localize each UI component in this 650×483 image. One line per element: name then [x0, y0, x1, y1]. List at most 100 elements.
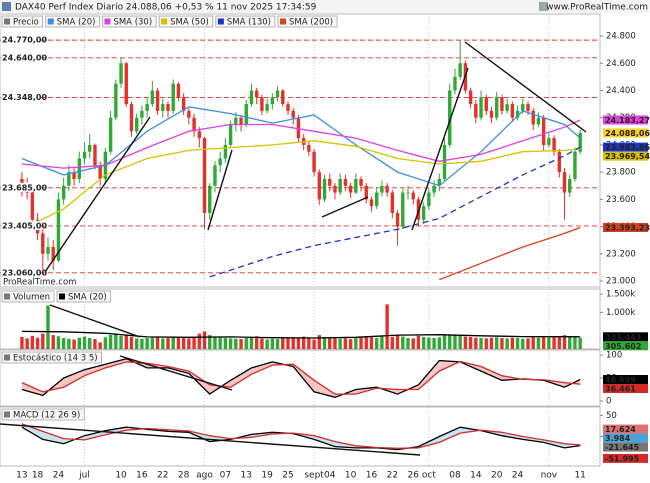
volume-bar: [108, 335, 113, 349]
legend-label: SMA (50): [170, 18, 209, 28]
volume-bar: [187, 338, 191, 349]
legend-label: SMA (30): [113, 18, 152, 28]
level-label: 23.060,00: [2, 268, 47, 277]
candle-body: [468, 90, 473, 105]
volume-bar: [448, 334, 452, 349]
volume-bar: [411, 338, 415, 349]
legend-label: SMA (20): [57, 18, 96, 28]
volume-bar: [223, 338, 228, 349]
candle-body: [150, 90, 155, 105]
y-tick-label: 23.800: [606, 168, 636, 178]
volume-bar: [192, 336, 196, 349]
candle-body: [390, 192, 395, 213]
candle-body: [56, 199, 61, 261]
x-tick-label: jul: [78, 471, 90, 481]
candle-body: [134, 117, 139, 132]
volume-bar: [578, 337, 582, 349]
value-box: [603, 128, 648, 138]
volume-bar: [343, 338, 348, 349]
indicator-line: [439, 226, 581, 281]
level-label-bg: [1, 182, 40, 192]
candle-body: [505, 104, 509, 111]
volume-bar: [489, 337, 494, 349]
legend-swatch: [279, 18, 286, 25]
volume-bar: [515, 338, 520, 349]
x-tick-label: 19: [261, 471, 273, 481]
volume-bar: [114, 334, 118, 349]
candle-body: [46, 246, 50, 254]
volume-bar: [20, 336, 24, 349]
volume-bar: [218, 337, 222, 349]
volume-bar: [380, 335, 384, 349]
legend-label: Precio: [13, 18, 39, 28]
y-tick-label: 24.800: [606, 32, 636, 42]
panel-plot: [20, 304, 582, 349]
x-tick-label: nov: [541, 471, 558, 481]
volume-bar: [359, 337, 363, 349]
volume-bar: [453, 335, 457, 349]
menu-icon[interactable]: [2, 2, 11, 11]
candle-body: [61, 185, 66, 200]
volume-bar: [270, 338, 275, 349]
candle-body: [41, 233, 45, 254]
trend-line: [321, 196, 369, 218]
candle-body: [364, 185, 368, 200]
overlay: 24.770,00 24.640,00 24.348,00 23.685,00 23.4…: [1, 15, 338, 421]
candle-body: [114, 83, 118, 118]
indicator-band: [21, 358, 581, 398]
panel-plot: [0, 39, 600, 281]
volume-bar: [93, 339, 97, 349]
volume-bar: [56, 336, 61, 349]
volume-bar: [328, 337, 332, 349]
x-tick-label: ago: [196, 471, 213, 481]
candle-body: [197, 131, 202, 139]
volume-bar: [500, 338, 504, 349]
candle-body: [437, 178, 442, 186]
candle-body: [395, 212, 400, 227]
volume-bar: [541, 336, 546, 349]
x-tick-label: 16: [136, 471, 148, 481]
volume-bar: [369, 336, 374, 349]
volume-bar: [155, 336, 160, 349]
candle-body: [479, 97, 483, 118]
tool-icon[interactable]: [539, 2, 548, 11]
volume-bar: [390, 336, 395, 349]
volume-bar: [145, 338, 149, 349]
candle-body: [244, 104, 248, 125]
candle-body: [228, 124, 233, 145]
indicator-line: [21, 426, 581, 451]
panel-plot: [21, 358, 581, 398]
volume-bar: [432, 338, 436, 349]
value-box-label: 36.461: [605, 385, 636, 394]
volume-bar: [505, 338, 509, 349]
volume-bar: [401, 336, 405, 349]
volume-bar: [484, 338, 488, 349]
watermark: ProRealTime.com: [3, 278, 76, 288]
x-tick-label: 07: [220, 471, 231, 481]
volume-bar: [254, 336, 259, 349]
candle-body: [338, 178, 342, 193]
legend-swatch: [59, 293, 66, 300]
x-tick-label: 28: [178, 471, 190, 481]
volume-bar: [562, 335, 567, 349]
candle-body: [67, 172, 71, 186]
volume-bar: [77, 337, 82, 349]
candle-body: [270, 97, 275, 105]
trend-line: [207, 149, 233, 231]
site-link[interactable]: www.ProRealTime.com: [546, 3, 648, 13]
x-tick-label: 13: [16, 471, 27, 481]
trend-line: [119, 355, 233, 391]
candle-body: [369, 199, 374, 207]
level-label: 24.348,00: [2, 93, 47, 102]
legend-box: [277, 15, 338, 28]
indicator-line: [21, 358, 581, 398]
candle-body: [312, 151, 316, 173]
legend-swatch: [4, 18, 10, 25]
volume-bar: [547, 337, 551, 349]
x-tick-label: 24: [53, 471, 65, 481]
level-label-bg: [1, 92, 40, 102]
legend-label: MACD (12 26 9): [13, 411, 80, 421]
volume-bar: [239, 339, 243, 349]
volume-bar: [531, 336, 535, 349]
volume-bar: [134, 338, 139, 349]
